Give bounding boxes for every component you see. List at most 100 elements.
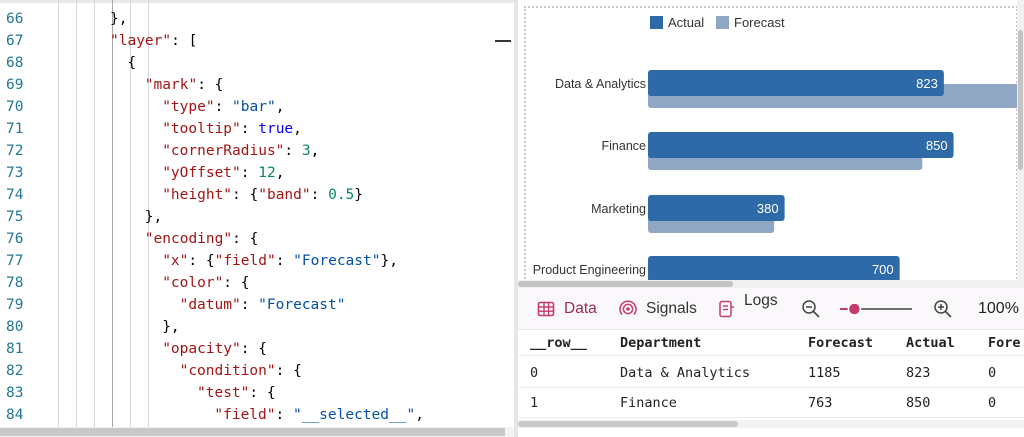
code-token: "datum" [179,297,241,313]
zoom-in-icon[interactable] [932,298,954,320]
code-line[interactable]: 66}, [0,8,514,30]
code-line[interactable]: 83 "test": { [0,382,514,404]
code-token: }, [144,209,163,225]
code-token: "Forecast" [293,253,381,269]
code-line[interactable]: 72 "cornerRadius": 3, [0,140,514,162]
line-number: 72 [6,143,24,159]
code-line[interactable]: 82 "condition": { [0,360,514,382]
chart-vertical-scrollbar[interactable] [1017,0,1024,282]
zoom-out-icon[interactable] [800,298,822,320]
code-line[interactable]: 69 "mark": { [0,74,514,96]
tab-signals-label: Signals [646,300,697,317]
bar-actual[interactable] [648,195,785,221]
code-line[interactable]: 78 "color": { [0,272,514,294]
tab-logs[interactable]: Logs [716,288,778,330]
code-token: }, [380,253,398,269]
tab-data[interactable]: Data [528,288,609,330]
code-token: "field" [214,407,276,423]
code-text: "color": { [162,272,249,294]
bar-value-label: 700 [872,262,894,277]
bar-actual[interactable] [648,132,954,158]
code-editor[interactable]: 66}, 67 "layer": [68{69 "mark": {70 "type": … [0,0,514,437]
table-cell: 763 [808,395,833,411]
code-token: , [415,407,424,423]
code-text: "type": "bar", [162,96,284,118]
code-token: }, [110,11,128,27]
code-token: "bar" [232,99,276,115]
chart-legend: Actual Forecast [650,15,785,30]
table-row[interactable]: 0 Data & Analytics 1185 823 0 [518,358,1024,388]
code-line[interactable]: 80}, [0,316,514,338]
code-text: "height": {"band": 0.5} [162,184,363,206]
code-token: "field" [214,253,276,269]
line-number: 71 [6,121,24,137]
chart-bars[interactable]: 823 850 380 700 [648,70,1024,282]
editor-horizontal-scrollbar[interactable] [0,427,514,437]
bar-actual[interactable] [648,256,900,282]
indent-guide [76,0,77,437]
scrollbar-thumb[interactable] [1018,30,1023,170]
chart-horizontal-scrollbar[interactable] [518,280,1024,288]
zoom-slider[interactable] [838,300,914,318]
code-line[interactable]: 81 "opacity": { [0,338,514,360]
code-token: "mark" [144,77,198,93]
table-horizontal-scrollbar[interactable] [518,420,1024,428]
category-label: Product Engineering [533,263,646,277]
code-line[interactable]: 79 "datum": "Forecast" [0,294,514,316]
code-line[interactable]: 67 "layer": [ [0,30,514,52]
code-token: "tooltip" [162,121,241,137]
indent-guide [94,0,95,437]
column-header-fore[interactable]: Fore [988,335,1021,351]
tab-logs-label: Logs [744,292,778,309]
data-table[interactable]: __row__ Department Forecast Actual Fore … [518,330,1024,420]
bar-actual[interactable] [648,70,944,96]
legend-swatch-forecast[interactable] [716,16,729,29]
scrollbar-thumb[interactable] [518,281,733,287]
code-line[interactable]: 74 "height": {"band": 0.5} [0,184,514,206]
code-token: "band" [258,187,311,203]
code-token: "x" [162,253,189,269]
bar-value-label: 380 [757,201,779,216]
code-token: "__selected__" [292,407,416,423]
bar-chart[interactable]: Actual Forecast 823 850 380 700 Data & Analy… [518,0,1024,282]
column-header-department[interactable]: Department [620,335,702,351]
legend-swatch-actual[interactable] [650,16,663,29]
code-token: "encoding" [144,231,233,247]
code-token: : [275,253,294,269]
code-token: : [240,165,259,181]
zoom-slider-thumb[interactable] [847,302,862,316]
code-text: "mark": { [145,74,224,96]
code-token: : { [240,341,267,357]
column-header-row[interactable]: __row__ [530,335,587,351]
table-cell: Data & Analytics [620,365,751,381]
column-header-forecast[interactable]: Forecast [808,335,874,351]
pane-splitter[interactable] [514,0,518,437]
column-header-actual[interactable]: Actual [906,335,955,351]
bar-value-label: 823 [916,76,938,91]
line-number: 76 [6,231,24,247]
table-icon [536,299,556,319]
code-line[interactable]: 68 { [0,52,514,74]
code-token: , [310,143,320,159]
code-line[interactable]: 75}, [0,206,514,228]
code-token: , [293,121,302,137]
code-line[interactable]: 77 "x": {"field": "Forecast"}, [0,250,514,272]
editor-top-border [0,0,514,3]
line-number: 74 [6,187,24,203]
scrollbar-thumb[interactable] [0,428,505,436]
tab-signals[interactable]: Signals [618,288,697,330]
code-token: "layer" [110,33,172,49]
legend-label[interactable]: Forecast [734,15,785,30]
code-text: "test": { [197,382,276,404]
code-line[interactable]: 73 "yOffset": 12, [0,162,514,184]
table-row[interactable]: 1 Finance 763 850 0 [518,388,1024,418]
code-line[interactable]: 84 "field": "__selected__", [0,404,514,426]
code-token: } [354,187,364,203]
scrollbar-thumb[interactable] [518,421,738,427]
code-line[interactable]: 71 "tooltip": true, [0,118,514,140]
code-token: "opacity" [162,341,241,357]
code-line[interactable]: 76 "encoding": { [0,228,514,250]
legend-label[interactable]: Actual [668,15,704,30]
code-text: }, [145,206,162,228]
code-line[interactable]: 70 "type": "bar", [0,96,514,118]
